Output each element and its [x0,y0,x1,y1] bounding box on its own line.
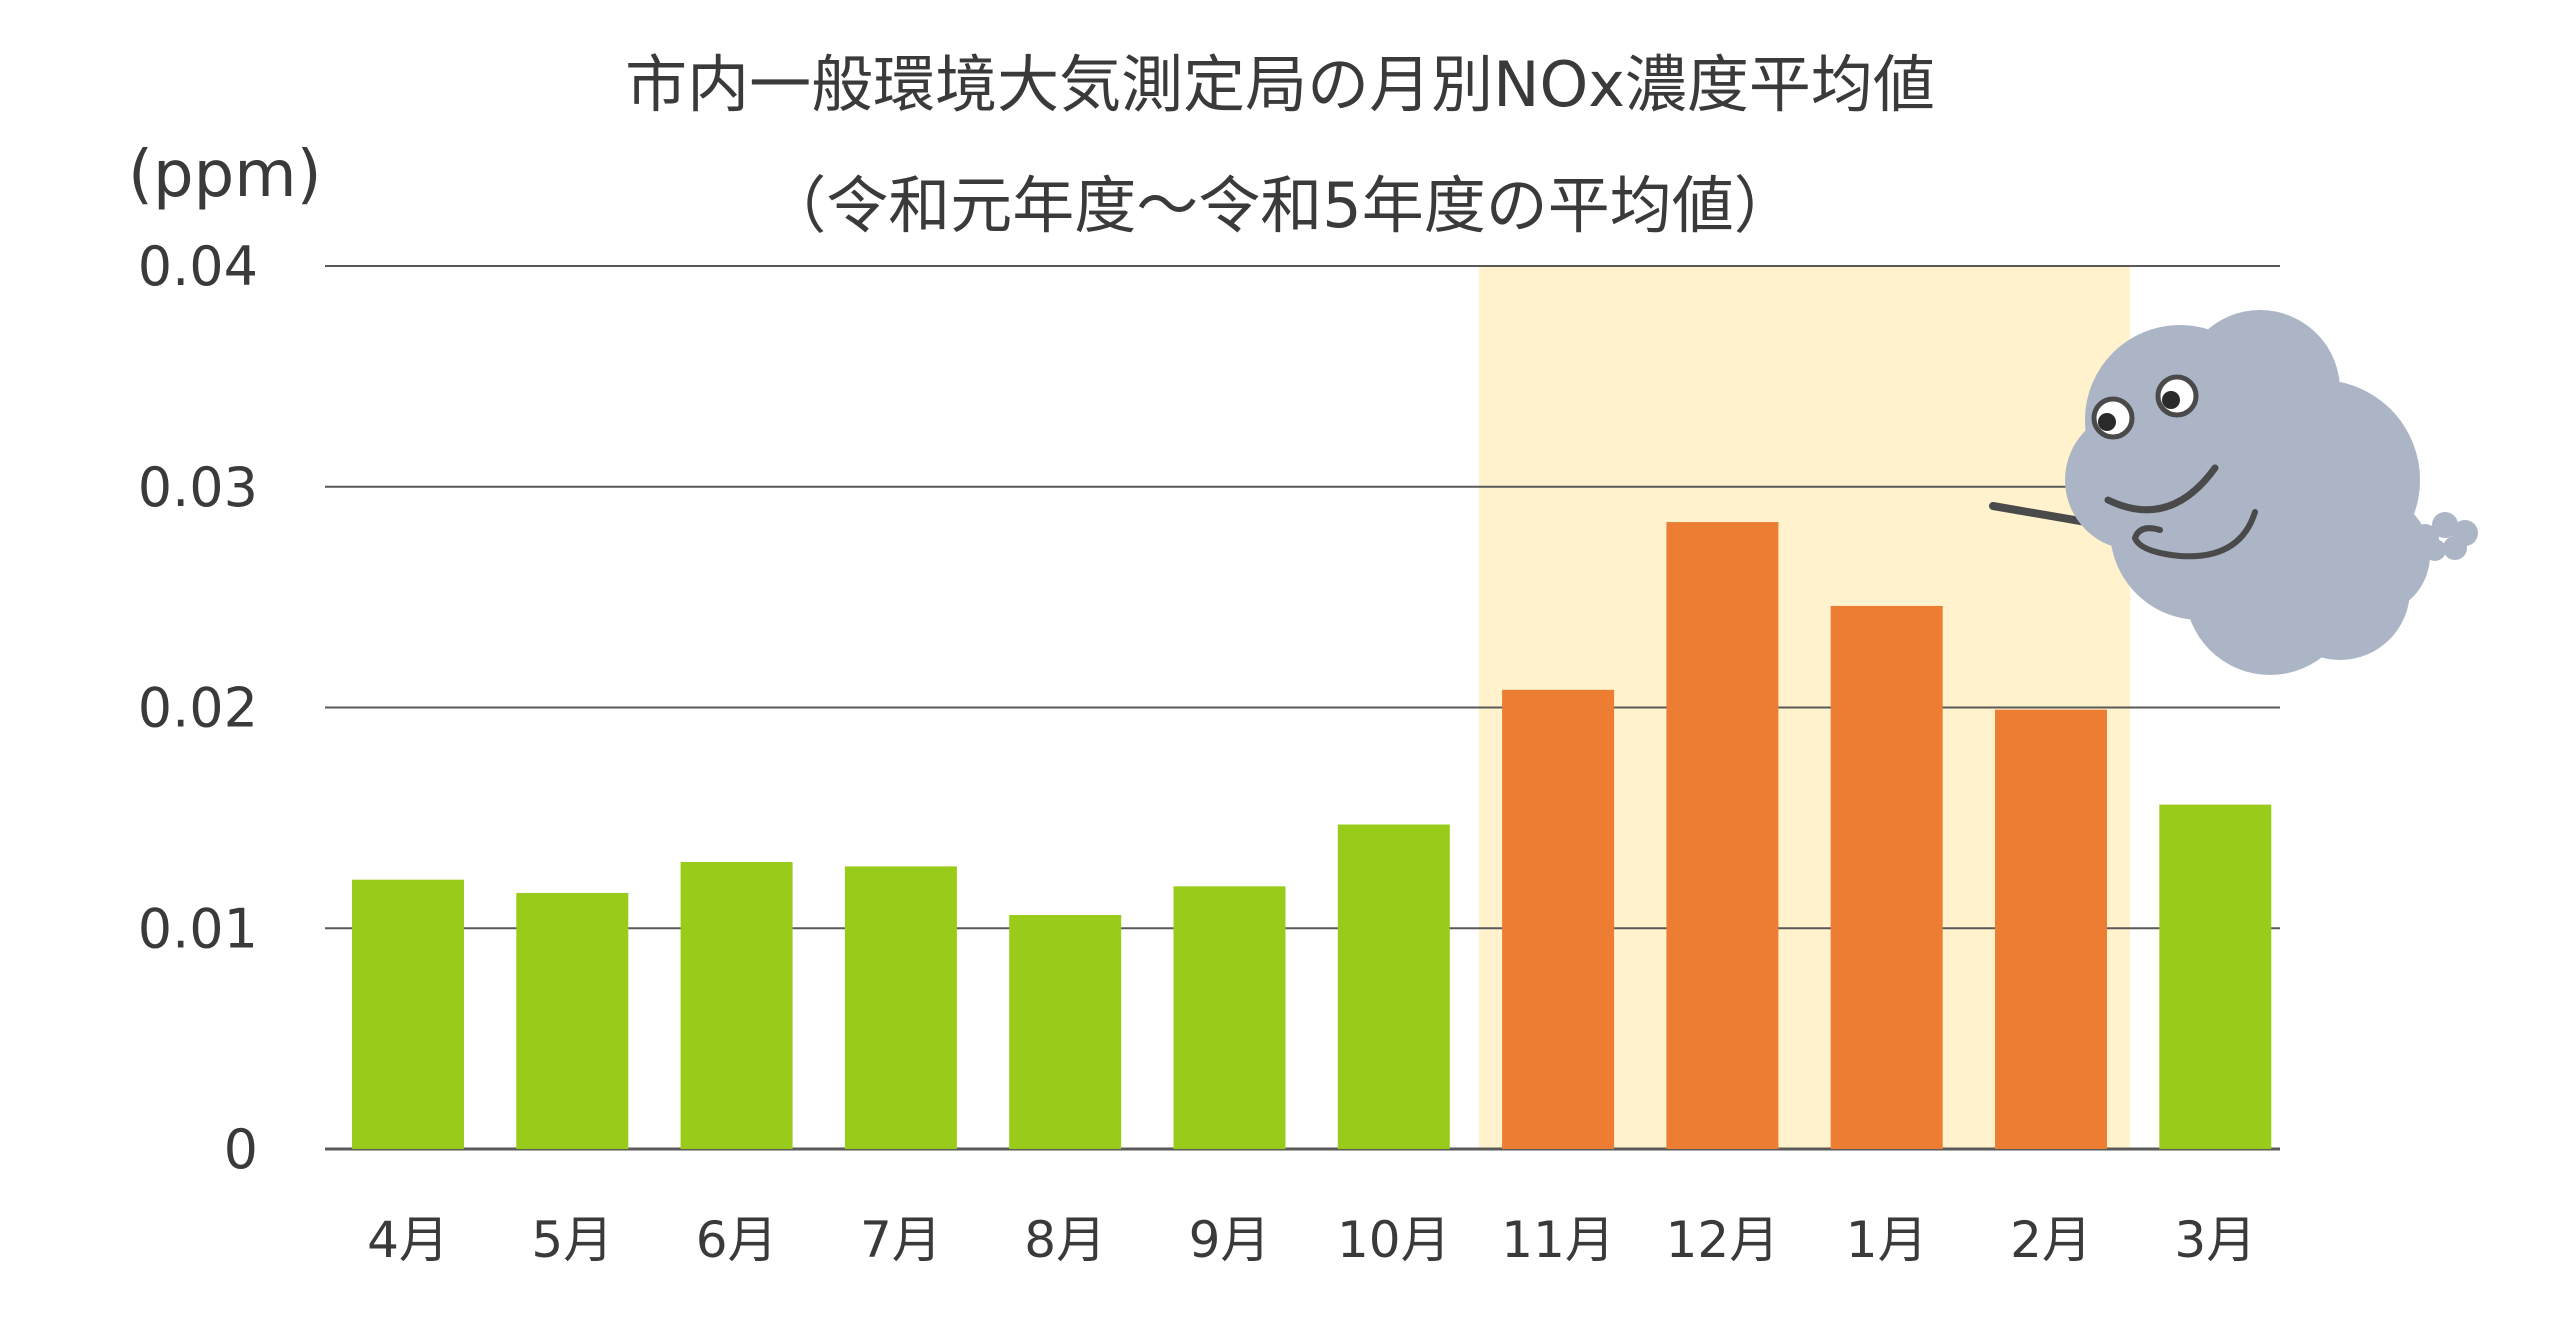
x-category-label: 10月 [1337,1211,1451,1269]
x-category-label: 3月 [2174,1211,2256,1269]
x-category-label: 8月 [1024,1211,1106,1269]
chart-title: 市内一般環境大気測定局の月別NOx濃度平均値 [625,48,1935,121]
chart-subtitle: （令和元年度～令和5年度の平均値） [764,169,1796,242]
bar-1 [352,879,464,1149]
x-category-label: 5月 [531,1211,613,1269]
bar-5 [1009,915,1122,1149]
bar-10 [1830,605,1943,1149]
y-tick-label: 0.04 [138,235,258,298]
bar-2 [516,892,629,1149]
bar-8 [1502,689,1615,1149]
x-category-label: 12月 [1666,1211,1780,1269]
bar-11 [1995,709,2107,1149]
bar-12 [2159,804,2272,1149]
x-category-label: 7月 [860,1211,942,1269]
smog-cloud-mascot-icon [1989,310,2478,675]
bar-6 [1173,886,1286,1149]
x-category-label: 9月 [1189,1211,1271,1269]
bar-4 [844,866,957,1149]
x-category-label: 4月 [367,1211,449,1269]
y-tick-label: 0 [224,1118,258,1181]
bar-7 [1337,824,1450,1149]
y-tick-label: 0.02 [138,677,258,740]
x-category-label: 1月 [1846,1211,1928,1269]
x-category-label: 2月 [2010,1211,2092,1269]
y-axis-unit-label: (ppm) [128,138,322,212]
y-tick-label: 0.03 [138,456,258,519]
x-category-label: 11月 [1501,1211,1615,1269]
bar-9 [1666,522,1779,1149]
bar-3 [680,862,793,1149]
y-tick-label: 0.01 [138,897,258,960]
x-category-label: 6月 [696,1211,778,1269]
